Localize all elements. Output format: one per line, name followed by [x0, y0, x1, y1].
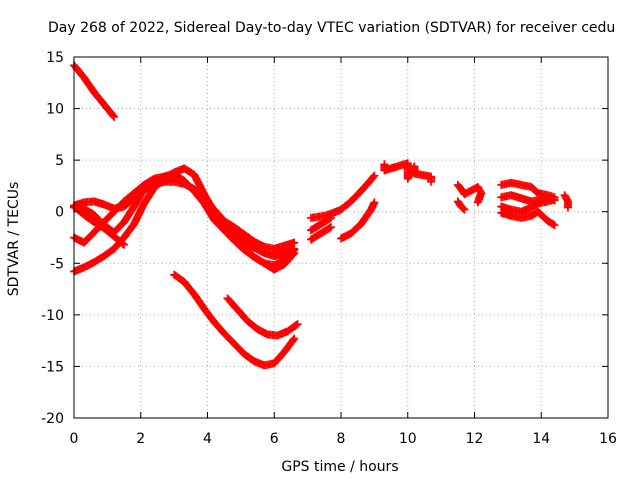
series-track-8 — [223, 294, 302, 340]
data-point — [118, 239, 127, 248]
data-point — [473, 198, 482, 207]
gridlines — [74, 57, 608, 418]
x-tick-label: 6 — [270, 431, 279, 447]
series-track-14 — [453, 180, 486, 207]
data-point — [292, 321, 301, 330]
series-track-13 — [380, 159, 436, 186]
y-tick-label: -10 — [41, 308, 64, 324]
data-point — [325, 224, 334, 233]
data-point — [459, 204, 468, 213]
data-point — [550, 195, 559, 204]
data-point — [427, 177, 436, 186]
x-tick-label: 0 — [70, 431, 79, 447]
data-point — [550, 221, 559, 230]
data-point — [549, 220, 558, 229]
series-track-6 — [70, 202, 129, 249]
series-track-20 — [560, 191, 572, 212]
y-tick-label: 0 — [55, 205, 64, 221]
data-point — [325, 214, 334, 223]
chart-title: Day 268 of 2022, Sidereal Day-to-day VTE… — [48, 20, 615, 36]
y-tick-label: 15 — [46, 50, 64, 66]
x-tick-label: 16 — [599, 431, 617, 447]
x-tick-label: 8 — [337, 431, 346, 447]
data-point — [289, 335, 298, 344]
x-axis-label: GPS time / hours — [281, 459, 398, 475]
x-tick-label: 10 — [399, 431, 417, 447]
y-axis-label: SDTVAR / TECUs — [6, 182, 22, 297]
y-tick-label: -5 — [50, 256, 64, 272]
data-point — [563, 203, 572, 212]
series-track-15 — [453, 197, 469, 214]
data-point — [370, 171, 379, 180]
data-point — [460, 205, 469, 214]
data-point — [293, 320, 302, 329]
data-point — [369, 172, 378, 181]
data-point — [290, 248, 299, 257]
data-point — [326, 213, 335, 222]
data-point — [326, 223, 335, 232]
x-tick-label: 12 — [466, 431, 484, 447]
series-track-5 — [70, 164, 299, 276]
y-tick-label: 5 — [55, 153, 64, 169]
series-track-7 — [170, 270, 299, 370]
y-tick-label: 10 — [46, 102, 64, 118]
data-point — [290, 334, 299, 343]
data-point — [109, 111, 118, 120]
data-point — [289, 250, 298, 259]
series-track-19 — [497, 207, 559, 230]
x-tick-label: 14 — [532, 431, 550, 447]
data-point — [370, 198, 379, 207]
x-tick-label: 4 — [203, 431, 212, 447]
data-points — [70, 61, 572, 370]
y-tick-label: -15 — [41, 359, 64, 375]
data-point — [120, 240, 129, 249]
y-tick-label: -20 — [41, 411, 64, 427]
axis-ticks: 0 2 4 6 8 10 12 14 16 -20 -15 -10 -5 0 5 10 15 — [41, 50, 617, 447]
series-track-12 — [337, 198, 379, 243]
series-track-10 — [306, 223, 335, 244]
data-point — [110, 112, 119, 121]
series-track-11 — [306, 213, 335, 235]
x-tick-label: 2 — [136, 431, 145, 447]
